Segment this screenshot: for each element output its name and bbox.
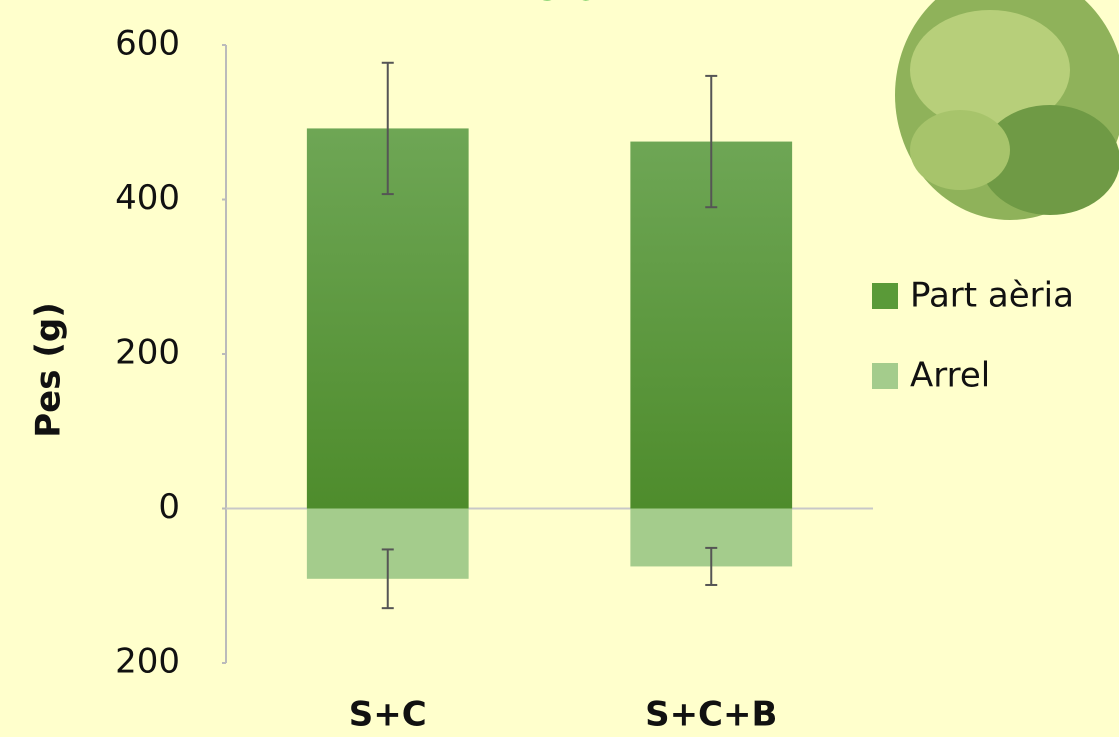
legend-swatch	[872, 363, 898, 389]
error-bar	[381, 61, 394, 196]
y-tick-label: 600	[115, 24, 180, 64]
y-tick-label: 0	[158, 487, 180, 527]
chart-title: Enciam	[464, 0, 655, 13]
legend-swatch	[872, 283, 898, 309]
legend-label: Part aèria	[910, 276, 1074, 316]
error-bar	[705, 546, 718, 586]
legend-label: Arrel	[910, 356, 990, 396]
x-tick-label: S+C	[349, 695, 427, 735]
y-axis-title: Pes (g)	[29, 302, 69, 437]
y-tick-label: 200	[115, 642, 180, 682]
error-bar	[381, 548, 394, 610]
y-tick-label: 400	[115, 178, 180, 218]
lettuce-image	[895, 0, 1119, 220]
error-bar	[705, 74, 718, 209]
y-tick-label: 200	[115, 333, 180, 373]
x-tick-label: S+C+B	[645, 695, 777, 735]
